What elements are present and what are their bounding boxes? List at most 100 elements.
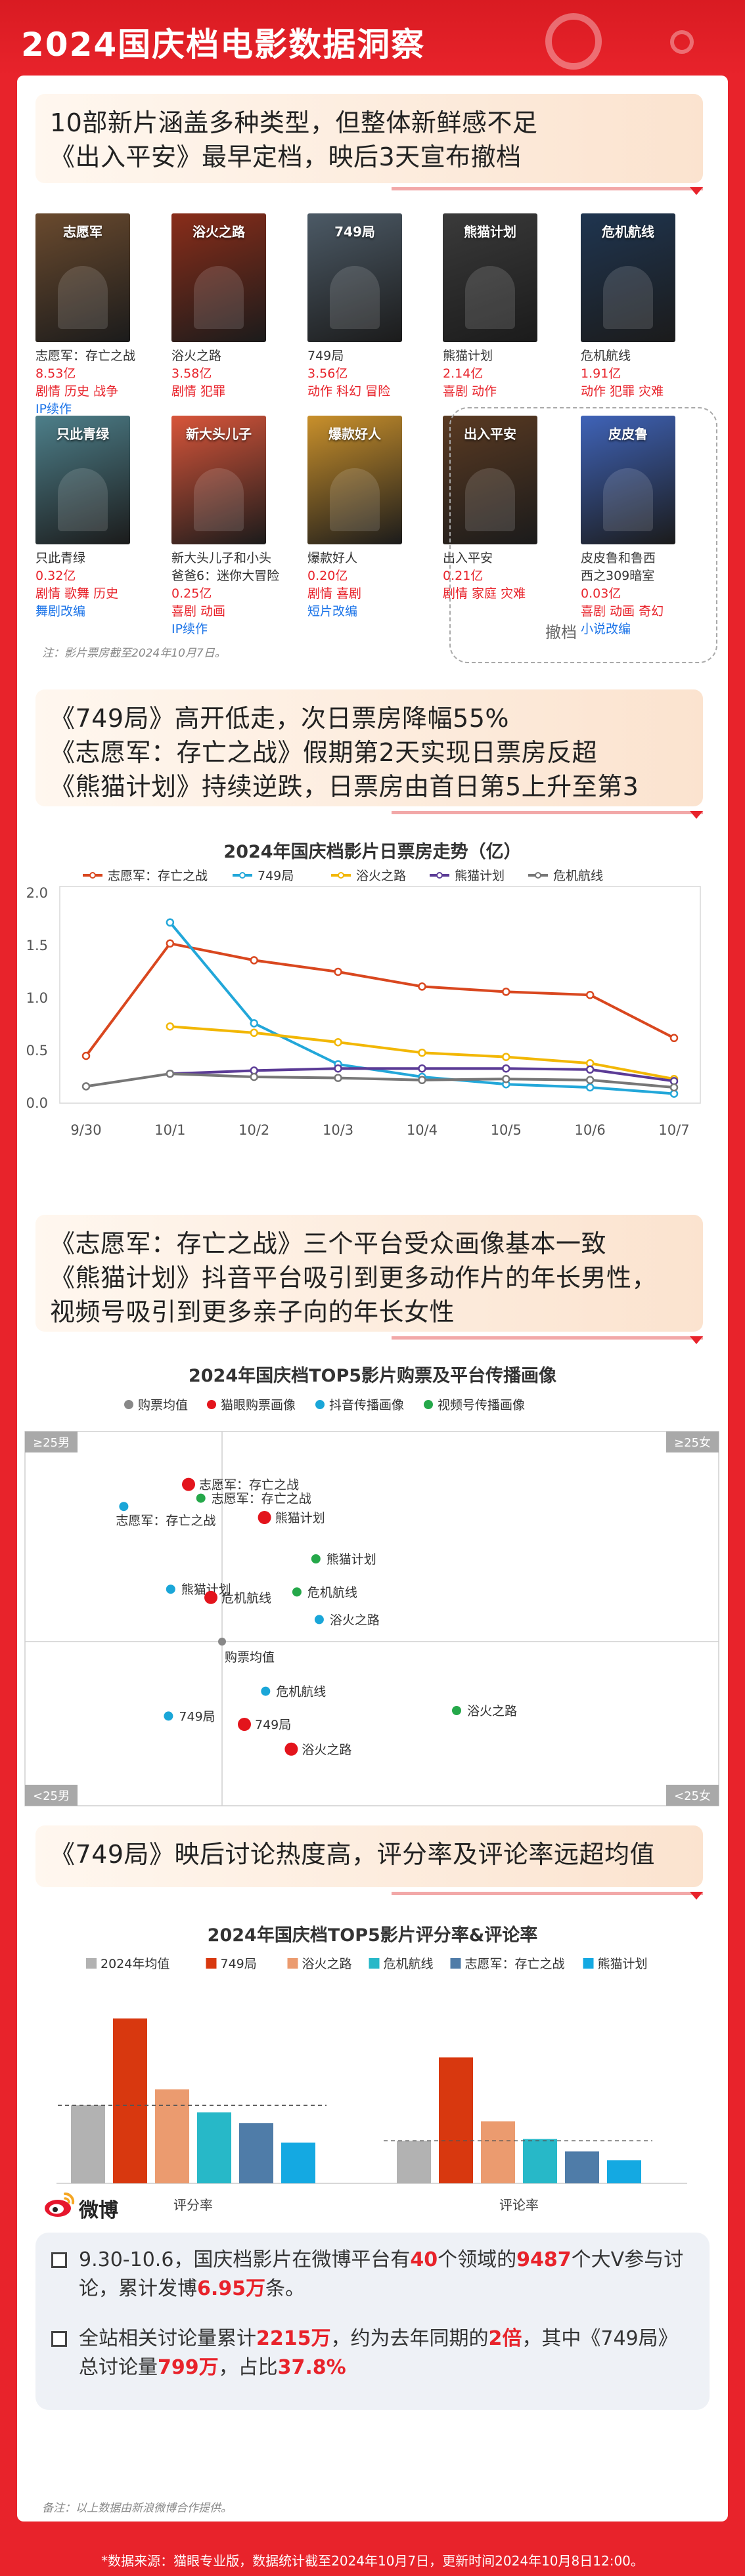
scatter-point [311, 1554, 321, 1563]
banner-underline [392, 1336, 703, 1340]
banner-arrow [690, 811, 703, 819]
legend-marker [239, 872, 246, 879]
movie-poster: 皮皮鲁 [581, 416, 675, 544]
data-point [250, 1072, 258, 1081]
movie-source-type: IP续作 [171, 622, 208, 636]
footer-source: *数据来源：猫眼专业版，数据统计截至2024年10月7日，更新时间2024年10… [101, 2553, 644, 2569]
movie-item: 熊猫计划 熊猫计划 2.14亿 喜剧 动作 [443, 213, 574, 399]
movie-genres: 喜剧 动作 [443, 384, 497, 399]
data-point [585, 990, 595, 999]
page-title: 2024国庆档电影数据洞察 [21, 26, 426, 64]
withdrawn-label: 撤档 [545, 623, 577, 642]
data-point [418, 1048, 426, 1057]
poster-figure [194, 266, 244, 329]
point-label: 危机航线 [276, 1685, 326, 1699]
movie-item: 爆款好人 爆款好人 0.20亿 剧情 喜剧 短片改编 [307, 416, 439, 619]
legend-label: 视频号传播画像 [438, 1398, 525, 1412]
y-tick-label: 0.0 [26, 1095, 48, 1111]
movie-box-office: 2.14亿 [443, 366, 484, 381]
bar [239, 2123, 273, 2183]
headline-line: 《749局》高开低走，次日票房降幅55% [50, 704, 509, 733]
section1-banner: 10部新片涵盖多种类型，但整体新鲜感不足 《出入平安》最早定档，映后3天宣布撤档 [35, 94, 703, 183]
legend-label: 749局 [258, 869, 294, 883]
withdrawn-group-box [449, 407, 717, 663]
banner-underline [392, 811, 703, 814]
scatter-chart-title: 2024年国庆档TOP5影片购票及平台传播画像 [188, 1366, 557, 1386]
point-label: 浴火之路 [330, 1613, 380, 1627]
movie-box-office: 3.58亿 [171, 366, 212, 381]
bar [607, 2160, 641, 2183]
y-tick-label: 1.5 [26, 938, 48, 953]
movie-genres: 剧情 家庭 灾难 [443, 586, 526, 601]
point-label: 熊猫计划 [275, 1511, 325, 1525]
movie-genres: 剧情 历史 战争 [35, 384, 119, 399]
poster-figure [194, 468, 244, 531]
banner-arrow [690, 1336, 703, 1344]
stat: 2倍 [488, 2327, 522, 2350]
movie-genres: 动作 科幻 冒险 [307, 384, 391, 399]
movie-box-office: 8.53亿 [35, 366, 76, 381]
x-tick-label: 9/30 [70, 1122, 101, 1138]
legend-marker [124, 1400, 133, 1409]
source-note: 备注：以上数据由新浪微博合作提供。 [42, 2502, 232, 2515]
text: 条。 [265, 2277, 305, 2300]
section2-banner: 《749局》高开低走，次日票房降幅55% 《志愿军：存亡之战》假期第2天实现日票… [35, 689, 703, 806]
movie-genres: 喜剧 动画 [171, 604, 226, 619]
movie-name: 出入平安 [443, 551, 493, 565]
y-tick-label: 1.0 [26, 990, 48, 1006]
movie-name: 危机航线 [581, 349, 631, 363]
poster-figure [58, 468, 108, 531]
legend-label: 志愿军：存亡之战 [465, 1957, 565, 1971]
movie-name: 浴火之路 [171, 349, 222, 363]
legend-label: 749局 [221, 1957, 257, 1971]
scatter-point [452, 1706, 461, 1715]
bar [71, 2105, 105, 2183]
legend-label: 购票均值 [138, 1398, 188, 1412]
box-office-note: 注：影片票房截至2024年10月7日。 [42, 647, 226, 660]
movie-box-office: 0.20亿 [307, 569, 348, 583]
data-point [81, 1051, 91, 1060]
data-point [250, 956, 258, 965]
poster-title: 浴火之路 [192, 224, 245, 240]
poster-title: 出入平安 [464, 426, 516, 442]
headline-line: 《出入平安》最早定档，映后3天宣布撤档 [50, 142, 522, 171]
mean-point [218, 1638, 226, 1646]
movie-box-office: 0.03亿 [581, 586, 621, 601]
poster-figure [465, 468, 515, 531]
decor-circle [545, 13, 602, 70]
data-point [585, 1083, 595, 1092]
movie-poster: 危机航线 [581, 213, 675, 342]
data-point [334, 1037, 342, 1047]
movie-poster: 只此青绿 [35, 416, 130, 544]
headline-line: 《749局》映后讨论热度高，评分率及评论率远超均值 [50, 1840, 656, 1869]
data-point [502, 1053, 510, 1061]
corner-tag-bg [25, 1431, 78, 1452]
weibo-logo-icon [45, 2192, 75, 2217]
stat: 37.8% [277, 2356, 346, 2379]
poster-figure [330, 266, 380, 329]
legend-label: 危机航线 [384, 1957, 434, 1971]
data-point [418, 1076, 426, 1085]
data-point [502, 1074, 510, 1083]
data-point [418, 982, 426, 991]
section4-banner: 《749局》映后讨论热度高，评分率及评论率远超均值 [35, 1825, 703, 1887]
legend-label: 2024年均值 [101, 1957, 169, 1971]
point-label: 熊猫计划 [327, 1552, 376, 1567]
scatter-chart: 购票均值 猫眼购票画像 抖音传播画像 视频号传播画像 ≥25男 ≥25女 <25男 <25女 购… [24, 1398, 719, 1806]
x-tick-label: 10/3 [323, 1122, 353, 1138]
banner-underline [392, 187, 703, 190]
series-line [85, 942, 675, 1057]
corner-tag-bg [666, 1785, 719, 1806]
bar [397, 2141, 431, 2183]
stat: 9487 [516, 2248, 572, 2271]
stat: 2215万 [256, 2327, 331, 2350]
poster-title: 749局 [334, 224, 375, 240]
scatter-point [182, 1477, 195, 1491]
text: 个领域的 [438, 2248, 517, 2271]
movie-name: 新大头儿子和小头 [171, 551, 272, 565]
scatter-point [166, 1584, 175, 1594]
data-point [418, 1064, 426, 1073]
x-tick-label: 10/2 [238, 1122, 269, 1138]
movie-name: 749局 [307, 349, 344, 363]
data-point [502, 988, 510, 996]
